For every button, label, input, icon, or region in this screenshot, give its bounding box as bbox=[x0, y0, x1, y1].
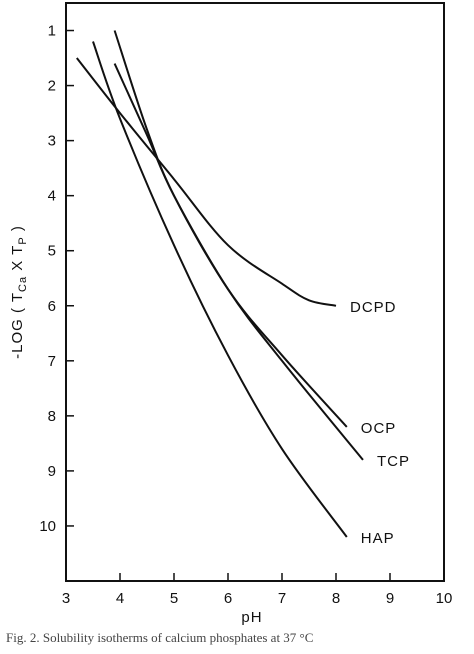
y-tick-label-10: 10 bbox=[39, 518, 56, 535]
y-axis-title-sub-p: P bbox=[17, 236, 29, 244]
x-axis-title: pH bbox=[241, 609, 262, 626]
y-tick-label-9: 9 bbox=[48, 463, 56, 480]
series-hap-label: HAP bbox=[361, 530, 395, 547]
series-dcpd-label: DCPD bbox=[350, 299, 397, 316]
x-tick-label-7: 7 bbox=[278, 590, 286, 607]
x-tick-label-3: 3 bbox=[62, 590, 70, 607]
y-axis-title-sub-ca: Ca bbox=[17, 276, 29, 292]
y-tick-label-8: 8 bbox=[48, 408, 56, 425]
x-tick-label-6: 6 bbox=[224, 590, 232, 607]
y-axis-title-suffix: ) bbox=[9, 225, 26, 236]
y-tick-label-5: 5 bbox=[48, 243, 56, 260]
series-group bbox=[76, 30, 364, 538]
x-tick-label-8: 8 bbox=[332, 590, 340, 607]
y-axis-title: -LOG ( TCa X TP ) bbox=[9, 225, 29, 359]
y-tick-label-1: 1 bbox=[48, 23, 56, 40]
x-tick-label-5: 5 bbox=[170, 590, 178, 607]
y-tick-label-3: 3 bbox=[48, 133, 56, 150]
y-tick-label-7: 7 bbox=[48, 353, 56, 370]
series-hap-curve bbox=[92, 41, 348, 538]
figure-caption: Fig. 2. Solubility isotherms of calcium … bbox=[6, 630, 314, 645]
y-tick-label-4: 4 bbox=[48, 188, 56, 205]
plot-frame bbox=[65, 2, 445, 582]
y-axis-title-prefix: -LOG ( T bbox=[9, 292, 26, 359]
x-tick-label-9: 9 bbox=[386, 590, 394, 607]
x-tick-label-10: 10 bbox=[436, 590, 453, 607]
series-labels: DCPD OCP TCP HAP bbox=[350, 299, 410, 547]
series-tcp-label: TCP bbox=[377, 453, 410, 470]
x-axis: 3 4 5 6 7 8 9 10 bbox=[62, 573, 453, 607]
y-tick-label-2: 2 bbox=[48, 78, 56, 95]
y-axis-title-mid: X T bbox=[9, 245, 26, 276]
series-dcpd-curve bbox=[76, 57, 337, 307]
series-ocp-label: OCP bbox=[361, 420, 397, 437]
x-tick-label-4: 4 bbox=[116, 590, 124, 607]
series-tcp-curve bbox=[113, 63, 364, 461]
series-ocp-curve bbox=[113, 30, 348, 428]
y-tick-label-6: 6 bbox=[48, 298, 56, 315]
y-axis: 1 2 3 4 5 6 7 8 9 10 bbox=[39, 23, 74, 535]
